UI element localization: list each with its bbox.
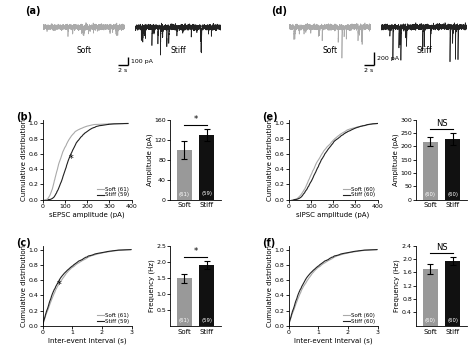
X-axis label: sEPSC amplitude (pA): sEPSC amplitude (pA) — [49, 212, 125, 218]
Bar — [200, 135, 214, 200]
Text: (b): (b) — [16, 112, 32, 122]
Y-axis label: Frequency (Hz): Frequency (Hz) — [394, 260, 401, 312]
Text: Stiff: Stiff — [416, 46, 432, 55]
Text: Soft: Soft — [322, 46, 337, 55]
Text: (61): (61) — [179, 192, 190, 197]
Legend: Soft (61), Stiff (59): Soft (61), Stiff (59) — [96, 312, 130, 324]
Text: (a): (a) — [25, 6, 40, 16]
Text: 2 s: 2 s — [118, 68, 128, 73]
Y-axis label: Amplitude (pA): Amplitude (pA) — [146, 134, 153, 186]
Text: *: * — [69, 154, 74, 164]
Text: Soft: Soft — [76, 46, 91, 55]
Bar — [177, 150, 191, 200]
Y-axis label: Amplitude (pA): Amplitude (pA) — [392, 134, 399, 186]
Text: (59): (59) — [201, 318, 212, 323]
Bar — [200, 265, 214, 326]
Text: 200 pA: 200 pA — [377, 56, 399, 61]
Bar — [423, 269, 438, 326]
Legend: Soft (61), Stiff (59): Soft (61), Stiff (59) — [96, 186, 130, 198]
Text: NS: NS — [436, 243, 447, 252]
Text: 100 pA: 100 pA — [131, 59, 153, 63]
Y-axis label: Cumulative distribution: Cumulative distribution — [267, 118, 273, 201]
X-axis label: Inter-event Interval (s): Inter-event Interval (s) — [294, 338, 373, 344]
Y-axis label: Cumulative distribution: Cumulative distribution — [21, 118, 27, 201]
Y-axis label: Frequency (Hz): Frequency (Hz) — [148, 260, 155, 312]
Text: (60): (60) — [425, 318, 436, 323]
Legend: Soft (60), Stiff (60): Soft (60), Stiff (60) — [342, 312, 376, 324]
Text: (c): (c) — [16, 238, 31, 248]
Text: NS: NS — [436, 119, 447, 128]
Bar — [446, 261, 460, 326]
Text: (60): (60) — [447, 318, 458, 323]
Text: (61): (61) — [179, 318, 190, 323]
Y-axis label: Cumulative distribution: Cumulative distribution — [267, 245, 273, 327]
Text: *: * — [193, 247, 198, 256]
Text: (f): (f) — [262, 238, 275, 248]
Text: Stiff: Stiff — [170, 46, 186, 55]
X-axis label: sIPSC amplitude (pA): sIPSC amplitude (pA) — [297, 212, 370, 218]
Bar — [446, 139, 460, 200]
Y-axis label: Cumulative distribution: Cumulative distribution — [21, 245, 27, 327]
Text: *: * — [193, 115, 198, 124]
Text: *: * — [56, 280, 61, 290]
X-axis label: Inter-event Interval (s): Inter-event Interval (s) — [48, 338, 127, 344]
Text: (60): (60) — [425, 192, 436, 197]
Text: (e): (e) — [262, 112, 278, 122]
Bar — [177, 279, 191, 326]
Bar — [423, 141, 438, 200]
Text: 2 s: 2 s — [364, 68, 374, 73]
Text: (60): (60) — [447, 192, 458, 197]
Legend: Soft (60), Stiff (60): Soft (60), Stiff (60) — [342, 186, 376, 198]
Text: (59): (59) — [201, 192, 212, 197]
Text: (d): (d) — [271, 6, 287, 16]
